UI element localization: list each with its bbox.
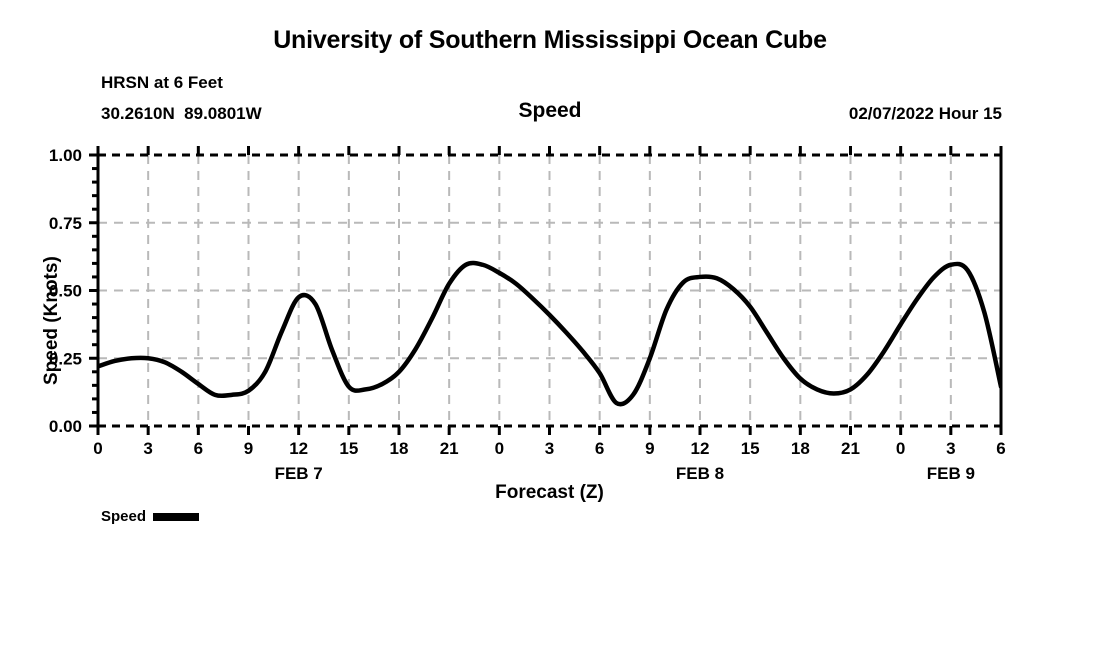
- svg-text:FEB 7: FEB 7: [275, 464, 323, 483]
- svg-text:18: 18: [791, 439, 810, 458]
- model-run-timestamp: 02/07/2022 Hour 15: [848, 104, 1002, 123]
- svg-text:6: 6: [595, 439, 604, 458]
- svg-text:0.00: 0.00: [49, 417, 82, 436]
- svg-text:3: 3: [545, 439, 554, 458]
- svg-text:3: 3: [946, 439, 955, 458]
- svg-text:12: 12: [289, 439, 308, 458]
- svg-text:21: 21: [440, 439, 459, 458]
- svg-text:18: 18: [390, 439, 409, 458]
- station-depth-label: HRSN at 6 Feet: [101, 73, 223, 92]
- station-coordinates-label: 30.2610N 89.0801W: [101, 104, 262, 123]
- x-day-labels: FEB 7 FEB 8 FEB 9: [275, 464, 975, 483]
- chart-legend: Speed: [101, 508, 200, 525]
- svg-text:0.50: 0.50: [49, 282, 82, 301]
- svg-text:9: 9: [645, 439, 654, 458]
- svg-text:1.00: 1.00: [49, 146, 82, 165]
- svg-text:FEB 8: FEB 8: [676, 464, 724, 483]
- legend-swatch-speed: [153, 512, 200, 521]
- svg-text:9: 9: [244, 439, 253, 458]
- svg-text:21: 21: [841, 439, 860, 458]
- chart-subtitle: Speed: [518, 99, 582, 122]
- svg-text:15: 15: [741, 439, 760, 458]
- svg-text:0.75: 0.75: [49, 214, 82, 233]
- axis-ticks: [89, 146, 1003, 435]
- svg-text:0: 0: [495, 439, 504, 458]
- page-title-top: University of Southern Mississippi Ocean…: [273, 26, 827, 54]
- svg-text:0: 0: [93, 439, 102, 458]
- y-tick-labels: 0.00 0.25 0.50 0.75 1.00: [49, 146, 82, 436]
- svg-text:0.25: 0.25: [49, 349, 82, 368]
- x-axis-title: Forecast (Z): [495, 482, 604, 503]
- svg-text:15: 15: [339, 439, 358, 458]
- svg-text:3: 3: [143, 439, 152, 458]
- legend-label-speed: Speed: [101, 508, 147, 525]
- svg-text:6: 6: [194, 439, 203, 458]
- svg-text:0: 0: [896, 439, 905, 458]
- svg-text:FEB 9: FEB 9: [927, 464, 975, 483]
- svg-text:6: 6: [996, 439, 1005, 458]
- svg-text:12: 12: [691, 439, 710, 458]
- x-tick-labels: 0 3 6 9 12 15 18 21 0 3 6 9 12 15 18 21 0 3 6: [93, 439, 1005, 458]
- series-lines: [98, 260, 1001, 407]
- x-gridlines: [147, 155, 952, 426]
